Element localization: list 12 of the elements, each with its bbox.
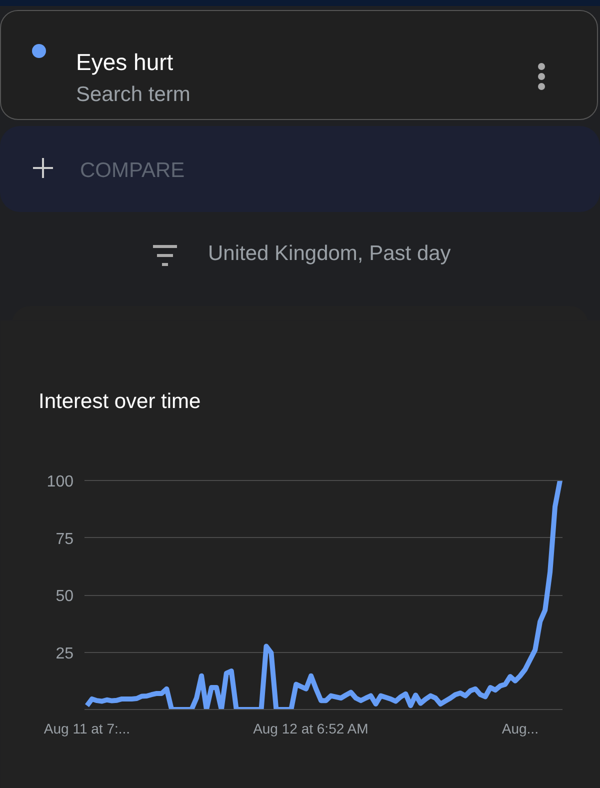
y-tick-label: 50 bbox=[56, 588, 74, 605]
text: COMPARE bbox=[80, 159, 185, 183]
x-tick-label: Aug 12 at 6:52 AM bbox=[253, 720, 368, 736]
y-tick-label: 25 bbox=[56, 645, 74, 662]
x-tick-label: Aug 11 at 7:... bbox=[44, 720, 130, 736]
y-tick-label: 75 bbox=[56, 530, 74, 548]
legend-label: Eyes hurt bbox=[76, 49, 174, 76]
text: Search term bbox=[76, 83, 190, 107]
y-tick-label: 100 bbox=[46, 474, 74, 490]
chart-title: Interest over time bbox=[38, 390, 201, 413]
text: United Kingdom, Past day bbox=[208, 242, 451, 266]
x-tick-label: Aug... bbox=[502, 720, 538, 736]
